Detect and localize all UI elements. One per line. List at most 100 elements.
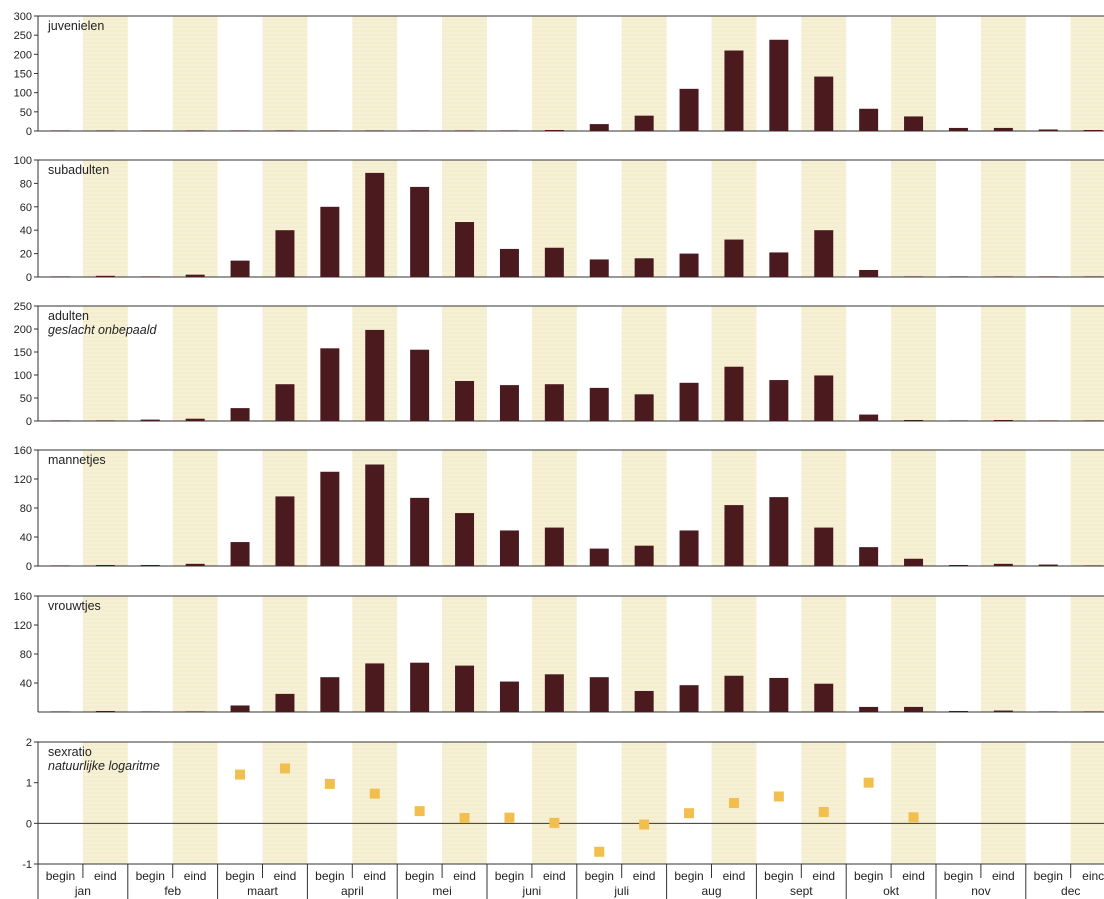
bar bbox=[410, 186, 430, 277]
bar bbox=[904, 420, 924, 421]
bar bbox=[814, 230, 834, 277]
x-half-label: begin bbox=[1034, 869, 1063, 883]
stripe-0-13 bbox=[621, 16, 667, 131]
bar bbox=[589, 387, 609, 421]
chart-panels: 050100150200250300juvenielen020406080100… bbox=[14, 11, 1104, 871]
x-half-label: begin bbox=[495, 869, 524, 883]
panel-mannetjes: 0 40 80 120 160 mannetjes bbox=[14, 445, 1104, 573]
stripe-0-11 bbox=[531, 16, 577, 131]
bar bbox=[365, 172, 385, 277]
bar bbox=[275, 693, 295, 712]
x-half-label: begin bbox=[46, 869, 75, 883]
point bbox=[908, 812, 919, 823]
panel-vrouwtjes: 40 80 120 160 vrouwtjes bbox=[14, 591, 1104, 713]
x-half-label: eind bbox=[633, 869, 656, 883]
stripe-3-1 bbox=[82, 450, 128, 566]
bar bbox=[95, 275, 115, 277]
x-half-label: eind bbox=[184, 869, 207, 883]
bar bbox=[948, 565, 968, 566]
bar bbox=[185, 711, 205, 712]
stripe-5-17 bbox=[801, 742, 847, 864]
bar bbox=[1038, 129, 1058, 131]
bar bbox=[499, 681, 519, 712]
stripe-5-1 bbox=[82, 742, 128, 864]
x-half-label: eind bbox=[812, 869, 835, 883]
bar bbox=[320, 348, 340, 421]
x-half-label: begin bbox=[315, 869, 344, 883]
y-tick-label: 2 bbox=[26, 737, 32, 749]
bar bbox=[275, 130, 295, 131]
point bbox=[279, 763, 290, 774]
bar bbox=[50, 711, 70, 712]
y-tick-label: 80 bbox=[20, 649, 32, 661]
bar bbox=[230, 130, 250, 131]
y-tick-label: 120 bbox=[14, 620, 32, 632]
bar bbox=[544, 674, 564, 712]
y-tick-label: 250 bbox=[14, 301, 32, 313]
stripe-0-21 bbox=[980, 16, 1026, 131]
bar bbox=[634, 690, 654, 712]
stripe-5-23 bbox=[1070, 742, 1104, 864]
bar bbox=[544, 130, 564, 131]
bar bbox=[140, 130, 160, 131]
x-half-label: eind bbox=[94, 869, 117, 883]
stripe-1-13 bbox=[621, 160, 667, 277]
bar bbox=[410, 662, 430, 712]
x-month-label: dec bbox=[1061, 884, 1080, 898]
bar bbox=[365, 663, 385, 712]
bar bbox=[275, 496, 295, 566]
stripe-3-21 bbox=[980, 450, 1026, 566]
stripe-5-19 bbox=[891, 742, 936, 864]
panel-title: adulten bbox=[48, 309, 89, 323]
y-tick-label: 40 bbox=[20, 678, 32, 690]
bar bbox=[769, 380, 789, 421]
bar bbox=[499, 530, 519, 566]
bar bbox=[95, 565, 115, 566]
bar bbox=[1083, 565, 1103, 566]
point bbox=[818, 806, 829, 817]
bar bbox=[634, 115, 654, 131]
y-tick-label: 100 bbox=[14, 370, 32, 382]
stripe-0-7 bbox=[352, 16, 398, 131]
x-half-label: begin bbox=[405, 869, 434, 883]
x-month-label: sept bbox=[790, 884, 813, 898]
bar bbox=[140, 419, 160, 421]
bar bbox=[814, 76, 834, 131]
x-half-label: eind bbox=[363, 869, 386, 883]
bar bbox=[320, 677, 340, 712]
x-half-label: eind bbox=[992, 869, 1015, 883]
bar bbox=[544, 384, 564, 421]
point bbox=[549, 817, 560, 828]
panel-subadulten: 0 20 40 60 80 100 subadulten bbox=[14, 155, 1104, 284]
x-month-label: april bbox=[341, 884, 364, 898]
y-tick-label: -1 bbox=[22, 859, 32, 871]
stripe-3-3 bbox=[172, 450, 218, 566]
bar bbox=[95, 420, 115, 421]
bar bbox=[589, 124, 609, 131]
bar bbox=[769, 677, 789, 712]
bar bbox=[993, 563, 1013, 566]
bar bbox=[679, 685, 699, 712]
bar bbox=[365, 464, 385, 566]
point bbox=[235, 769, 246, 780]
bar bbox=[544, 527, 564, 566]
stripe-2-23 bbox=[1070, 306, 1104, 421]
y-tick-label: 250 bbox=[14, 30, 32, 42]
bar bbox=[769, 497, 789, 566]
y-tick-label: 160 bbox=[14, 445, 32, 457]
bar bbox=[140, 565, 160, 566]
bar bbox=[589, 677, 609, 712]
bar bbox=[679, 530, 699, 566]
bar bbox=[634, 545, 654, 566]
bar bbox=[814, 683, 834, 712]
bar bbox=[589, 548, 609, 566]
y-tick-label: 50 bbox=[20, 107, 32, 119]
x-month-label: jan bbox=[74, 884, 91, 898]
bar bbox=[230, 542, 250, 566]
stripe-4-1 bbox=[82, 596, 128, 712]
bar bbox=[230, 705, 250, 712]
stripe-2-19 bbox=[891, 306, 936, 421]
bar bbox=[904, 558, 924, 566]
bar bbox=[455, 222, 475, 277]
bar bbox=[724, 50, 744, 131]
